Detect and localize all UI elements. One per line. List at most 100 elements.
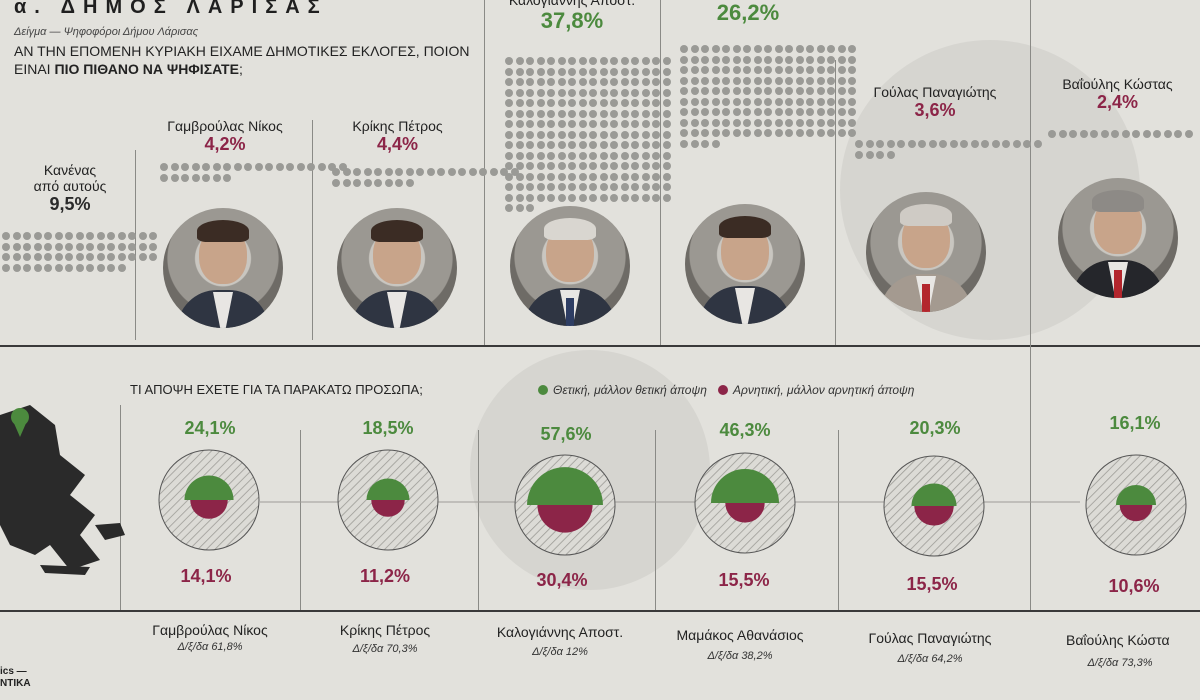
vote-dot [785,97,793,106]
vote-dot [837,55,846,64]
vote-dot [652,130,660,139]
vote-dot [138,253,147,261]
vote-dot [54,263,63,272]
vote-dot [641,109,650,118]
vote-dot [515,120,524,128]
vote-dot [753,55,762,64]
vote-dot [610,193,618,202]
vote-dot [149,242,157,251]
vote-dot [620,183,629,191]
vote-dot [75,232,84,240]
vote-dot [578,67,587,76]
vote-dot [86,232,94,240]
vote-dot [785,108,793,116]
opinion-candidate-name: Μαμάκος Αθανάσιος [676,627,804,643]
vote-dot [652,88,660,97]
vote-dot [54,232,63,240]
vote-dot [149,232,157,240]
vote-dot [897,140,905,148]
greece-map-icon [0,405,125,575]
vote-dot [191,163,200,171]
vote-dot [332,168,340,176]
vote-dot [795,97,804,106]
vote-dot [515,88,524,97]
vote-dot [599,67,608,76]
vote-dot [338,163,347,171]
vote-dot [753,108,762,116]
vote-dot [855,140,863,148]
vote-dot [631,67,639,76]
vote-dot [2,232,10,240]
negative-pct: 15,5% [906,574,958,594]
vote-dot [526,193,534,202]
vote-dot [816,87,825,95]
positive-pct: 20,3% [909,418,961,438]
vote-dot [981,140,989,148]
vote-dot [837,76,846,85]
vote-dot [505,204,513,212]
vote-dot [160,173,168,182]
vote-dot [107,263,115,272]
vote-dot [65,253,73,261]
vote-dot [578,130,587,139]
vote-dot [795,129,804,137]
vote-dot [12,253,21,261]
vote-dot [286,163,294,171]
vote-dot [468,168,477,176]
vote-dot [652,193,660,202]
vote-dot [631,130,639,139]
vote-dot [599,57,608,65]
vote-dot [732,66,741,74]
vote-dot [701,129,709,137]
candidate-photo [163,208,283,328]
vote-dot [641,162,650,170]
vote-dot [631,162,639,170]
vote-dot [732,118,741,127]
vote-dot [96,232,105,240]
vote-dot [652,162,660,170]
vote-dot [265,163,273,171]
vote-dot [458,168,466,176]
candidate-name: Βαΐούλης Κώστας [1062,76,1173,92]
vote-dot [75,253,84,261]
vote-dot [680,55,688,64]
vote-dot [701,139,709,148]
column-divider [835,60,836,345]
vote-dot [764,129,772,137]
vote-dot [662,88,671,97]
vote-dot [722,97,730,106]
vote-dot [732,129,741,137]
vote-dot [680,129,688,137]
vote-dot [652,78,660,86]
vote-dot [296,163,305,171]
vote-dot [610,151,618,160]
column-divider [312,120,313,340]
vote-dot [65,263,73,272]
vote-dot [568,162,576,170]
vote-dot [33,253,42,261]
vote-dot [662,57,671,65]
vote-dot [662,99,671,107]
vote-dot [610,172,618,181]
vote-dot [631,99,639,107]
vote-dot [578,183,587,191]
vote-dot [610,162,618,170]
vote-dot [44,253,52,261]
vote-dot [848,55,856,64]
vote-candidate: Γαμβρούλας Νίκος 4,2% [150,118,300,155]
vote-dot [865,140,874,148]
vote-dot [1023,140,1031,148]
opinion-candidate-name: Γαμβρούλας Νίκος [152,622,268,638]
vote-dot [505,99,513,107]
legend-negative: Αρνητική, μάλλον αρνητική άποψη [718,383,914,397]
vote-dot [690,129,699,137]
vote-dot [939,140,947,148]
vote-dot [599,130,608,139]
vote-dot [827,45,835,53]
positive-half-disc [366,478,410,500]
negative-half-disc [537,505,593,533]
opinion-candidate-name: Καλογιάννης Αποστ. [496,624,624,640]
vote-dot [652,141,660,149]
vote-dot [620,78,629,86]
